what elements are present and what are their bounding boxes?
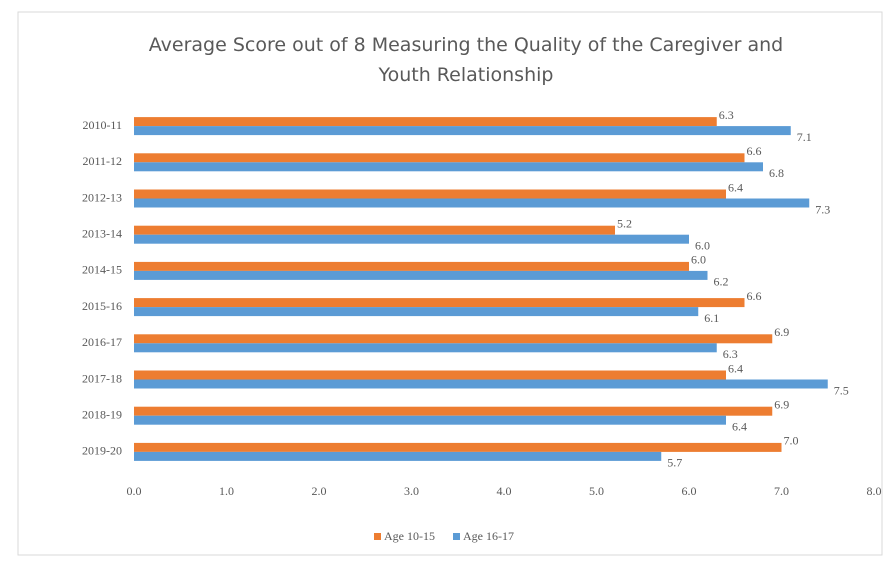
data-label: 6.4 xyxy=(728,361,743,375)
bar xyxy=(134,117,717,127)
bar xyxy=(134,225,615,235)
bar xyxy=(134,189,726,199)
data-label: 6.9 xyxy=(774,397,789,411)
legend-label: Age 16-17 xyxy=(463,529,514,543)
data-label: 6.6 xyxy=(747,144,762,158)
data-label: 7.0 xyxy=(784,434,799,448)
x-tick-label: 1.0 xyxy=(219,484,234,498)
x-tick-label: 5.0 xyxy=(589,484,604,498)
bar xyxy=(134,406,773,416)
y-tick-label: 2010-11 xyxy=(82,118,122,132)
legend-swatch xyxy=(453,533,460,540)
x-tick-label: 8.0 xyxy=(867,484,882,498)
data-label: 6.4 xyxy=(728,180,743,194)
bar xyxy=(134,451,662,461)
bar xyxy=(134,261,689,271)
data-label: 6.8 xyxy=(769,166,784,180)
y-tick-label: 2015-16 xyxy=(82,299,122,313)
bar xyxy=(134,234,689,244)
data-label: 6.1 xyxy=(704,311,719,325)
legend-label: Age 10-15 xyxy=(384,529,435,543)
bar xyxy=(134,270,708,280)
y-tick-label: 2019-20 xyxy=(82,444,122,458)
y-tick-label: 2011-12 xyxy=(82,154,122,168)
x-tick-label: 6.0 xyxy=(682,484,697,498)
y-tick-label: 2014-15 xyxy=(82,263,122,277)
y-tick-label: 2017-18 xyxy=(82,371,122,385)
data-label: 6.3 xyxy=(719,108,734,122)
bar xyxy=(134,334,773,344)
legend-swatch xyxy=(374,533,381,540)
bar xyxy=(134,162,763,172)
data-label: 6.3 xyxy=(723,347,738,361)
data-label: 6.2 xyxy=(714,275,729,289)
y-tick-label: 2013-14 xyxy=(82,226,122,240)
data-label: 7.1 xyxy=(797,130,812,144)
chart-frame xyxy=(17,11,883,556)
bar xyxy=(134,307,699,317)
bar xyxy=(134,379,828,389)
data-label: 5.7 xyxy=(667,456,682,470)
y-tick-label: 2016-17 xyxy=(82,335,122,349)
data-label: 6.6 xyxy=(747,289,762,303)
x-tick-label: 2.0 xyxy=(312,484,327,498)
y-tick-label: 2012-13 xyxy=(82,190,122,204)
bar xyxy=(134,298,745,308)
data-label: 7.3 xyxy=(815,202,830,216)
bar xyxy=(134,343,717,353)
bar xyxy=(134,198,810,208)
x-tick-label: 3.0 xyxy=(404,484,419,498)
x-tick-label: 4.0 xyxy=(497,484,512,498)
chart-title: Average Score out of 8 Measuring the Qua… xyxy=(148,34,784,86)
bar xyxy=(134,415,726,425)
bar xyxy=(134,442,782,452)
bar xyxy=(134,153,745,163)
data-label: 6.4 xyxy=(732,419,747,433)
data-label: 5.2 xyxy=(617,216,632,230)
x-tick-label: 7.0 xyxy=(774,484,789,498)
bar xyxy=(134,370,726,380)
data-label: 6.9 xyxy=(774,325,789,339)
bar xyxy=(134,126,791,136)
y-tick-label: 2018-19 xyxy=(82,407,122,421)
data-label: 6.0 xyxy=(691,253,706,267)
data-label: 6.0 xyxy=(695,238,710,252)
data-label: 7.5 xyxy=(834,383,849,397)
x-tick-label: 0.0 xyxy=(127,484,142,498)
